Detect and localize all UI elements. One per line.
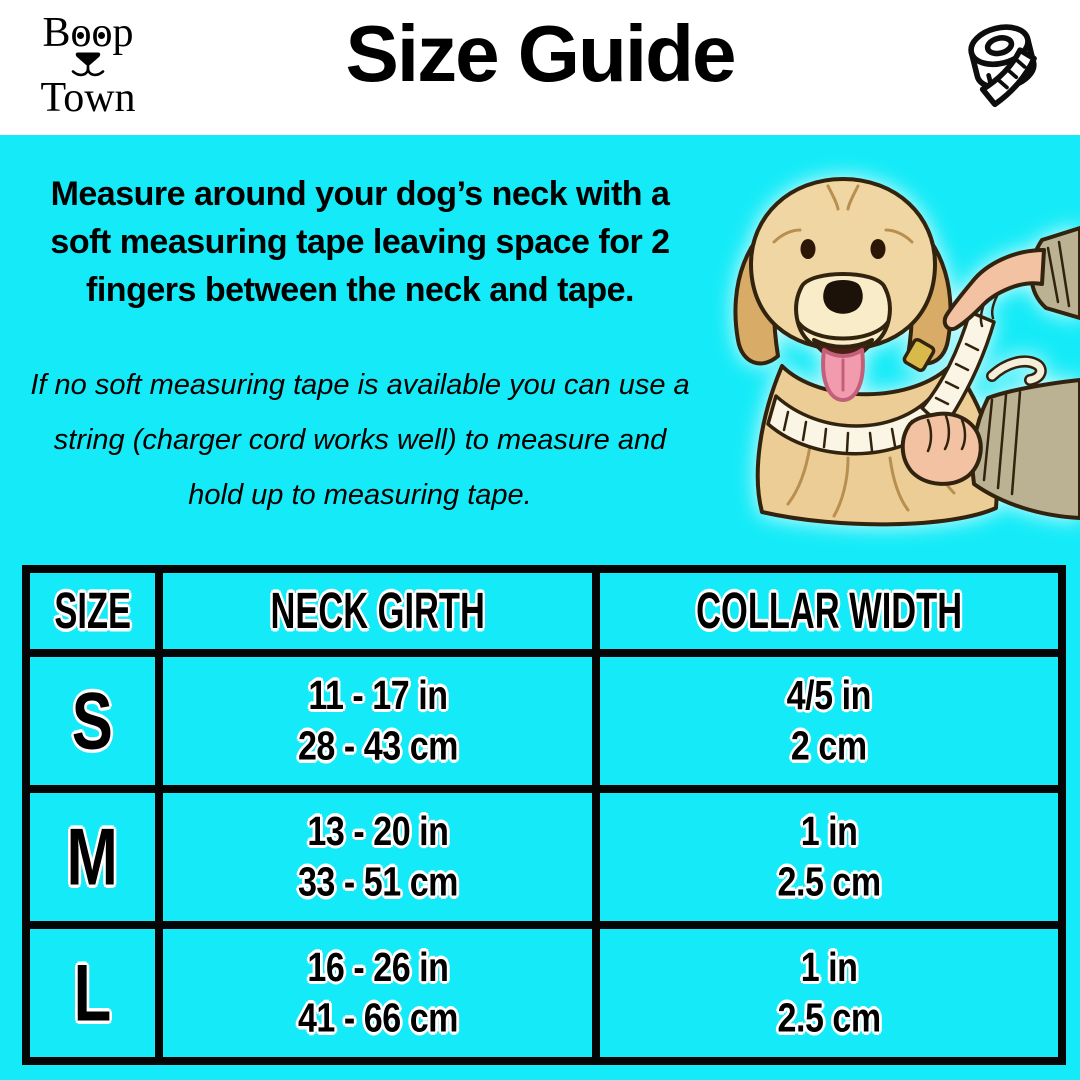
note-line: hold up to measuring tape. [188, 479, 532, 511]
collar-width-inches: 1 in [800, 944, 858, 990]
dog-nose-icon [71, 52, 105, 77]
col-header-size: SIZE [22, 565, 163, 657]
table-row-medium: M 13 - 20 in 33 - 51 cm 1 in 2.5 cm [22, 785, 1066, 929]
measuring-instructions: Measure around your dog’s neck with a so… [30, 170, 690, 314]
neck-girth-cm: 33 - 51 cm [297, 859, 458, 905]
neck-girth-cm: 28 - 43 cm [297, 723, 458, 769]
instruction-line: Measure around your dog’s neck with a [50, 175, 670, 213]
size-cell: M [22, 785, 163, 929]
note-line: If no soft measuring tape is available y… [30, 369, 690, 401]
dog-neck-measurement-illustration [690, 146, 1080, 550]
collar-width-cell: 4/5 in 2 cm [592, 649, 1066, 793]
size-table: SIZE NECK GIRTH COLLAR WIDTH S 11 - 17 i… [22, 565, 1066, 1065]
collar-width-cell: 1 in 2.5 cm [592, 785, 1066, 929]
neck-girth-cell: 11 - 17 in 28 - 43 cm [155, 649, 600, 793]
neck-girth-cell: 13 - 20 in 33 - 51 cm [155, 785, 600, 929]
size-cell: L [22, 921, 163, 1065]
instruction-line: soft measuring tape leaving space for 2 [50, 223, 670, 261]
col-header-neck-girth: NECK GIRTH [155, 565, 600, 657]
page-title: Size Guide [345, 9, 737, 98]
collar-width-inches: 1 in [800, 808, 858, 854]
neck-girth-cm: 41 - 66 cm [297, 995, 458, 1041]
table-row-small: S 11 - 17 in 28 - 43 cm 4/5 in 2 cm [22, 649, 1066, 793]
collar-width-cell: 1 in 2.5 cm [592, 921, 1066, 1065]
instruction-line: fingers between the neck and tape. [86, 271, 634, 309]
neck-girth-inches: 11 - 17 in [307, 672, 448, 718]
measuring-tape-icon [968, 24, 1037, 108]
neck-girth-inches: 16 - 26 in [306, 944, 449, 990]
brand-logo: Boop Town [20, 12, 156, 119]
neck-girth-cell: 16 - 26 in 41 - 66 cm [155, 921, 600, 1065]
note-line: string (charger cord works well) to meas… [53, 424, 667, 456]
neck-girth-inches: 13 - 20 in [306, 808, 449, 854]
table-header-row: SIZE NECK GIRTH COLLAR WIDTH [22, 565, 1066, 657]
table-row-large: L 16 - 26 in 41 - 66 cm 1 in 2.5 cm [22, 921, 1066, 1065]
header: Boop Town Size Guide [0, 0, 1080, 135]
size-cell: S [22, 649, 163, 793]
collar-width-inches: 4/5 in [786, 672, 872, 718]
col-header-collar-width: COLLAR WIDTH [592, 565, 1066, 657]
logo-text-town: Town [40, 75, 136, 121]
collar-width-cm: 2 cm [791, 723, 867, 769]
logo-text-boop: Boop [42, 10, 134, 56]
collar-width-cm: 2.5 cm [777, 995, 881, 1041]
alternative-method-note: If no soft measuring tape is available y… [30, 358, 690, 523]
collar-width-cm: 2.5 cm [777, 859, 881, 905]
